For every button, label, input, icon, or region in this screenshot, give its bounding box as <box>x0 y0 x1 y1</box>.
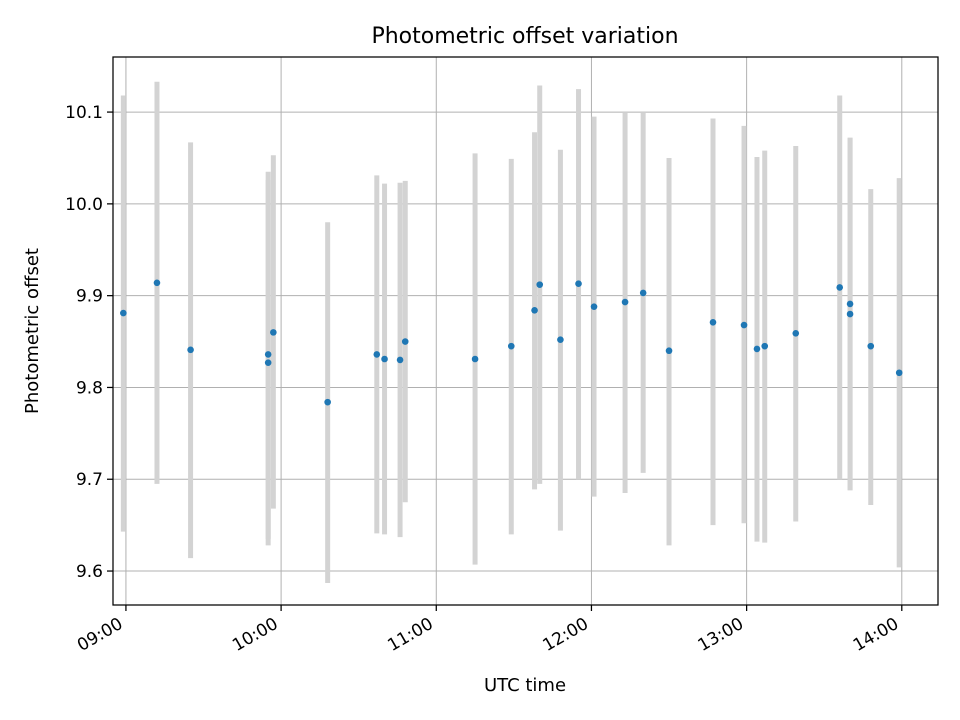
data-point <box>401 338 409 345</box>
data-point <box>846 310 854 318</box>
data-point <box>187 346 194 354</box>
data-point <box>867 342 875 350</box>
y-axis-label: Photometric offset <box>22 248 43 414</box>
data-point <box>621 298 629 306</box>
y-tick-label: 9.6 <box>76 562 103 582</box>
x-axis-label: UTC time <box>484 675 566 696</box>
y-tick-label: 10.0 <box>65 195 103 215</box>
data-point <box>639 289 647 297</box>
data-point <box>740 321 748 329</box>
data-point <box>264 351 272 358</box>
data-points <box>120 279 903 406</box>
data-point <box>536 281 544 288</box>
y-tick-label: 9.7 <box>76 470 103 490</box>
y-tick-label: 9.9 <box>76 287 103 307</box>
data-point <box>761 342 769 350</box>
plot-frame <box>112 56 939 606</box>
data-point <box>836 284 844 291</box>
data-point <box>264 359 272 366</box>
y-tick-label: 9.8 <box>76 378 103 398</box>
data-point <box>557 336 564 344</box>
data-point <box>471 355 479 363</box>
data-point <box>120 309 127 317</box>
data-point <box>665 347 673 355</box>
data-point <box>590 303 598 310</box>
chart-title: Photometric offset variation <box>371 24 678 49</box>
data-point <box>153 279 161 287</box>
data-point <box>373 351 381 358</box>
y-tick-label: 10.1 <box>65 103 103 123</box>
data-point <box>531 307 538 314</box>
data-point <box>324 398 331 406</box>
data-point <box>846 300 854 308</box>
data-point <box>575 280 582 288</box>
data-point <box>895 369 903 377</box>
data-point <box>381 355 388 363</box>
data-point <box>709 318 717 326</box>
grid <box>113 57 938 605</box>
data-point <box>507 342 515 350</box>
data-point <box>270 329 277 336</box>
data-point <box>753 345 761 353</box>
y-axis-ticks: 9.6 9.7 9.8 9.9 10.0 10.1 <box>65 103 113 582</box>
data-point <box>792 329 800 337</box>
data-point <box>396 356 404 364</box>
